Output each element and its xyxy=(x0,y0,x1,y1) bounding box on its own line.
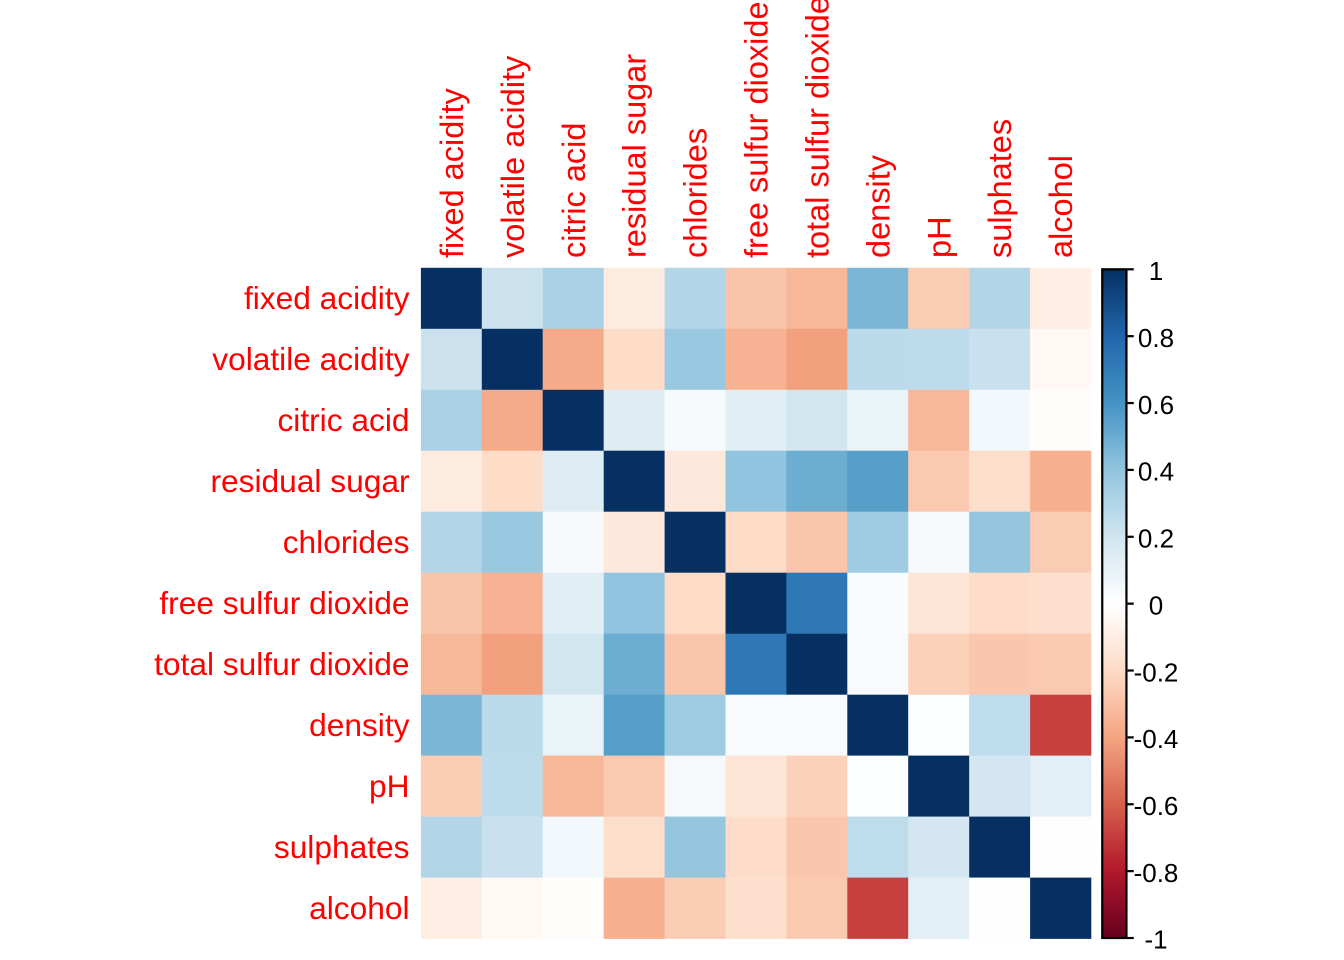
svg-text:1: 1 xyxy=(1149,256,1163,286)
svg-text:sulphates: sulphates xyxy=(274,829,410,865)
svg-text:0.4: 0.4 xyxy=(1138,457,1174,487)
svg-text:chlorides: chlorides xyxy=(283,524,410,560)
svg-text:pH: pH xyxy=(921,216,957,258)
svg-text:density: density xyxy=(309,707,410,743)
svg-text:0.6: 0.6 xyxy=(1138,390,1174,420)
svg-text:residual sugar: residual sugar xyxy=(210,463,409,499)
svg-text:-0.4: -0.4 xyxy=(1134,724,1179,754)
svg-text:-0.8: -0.8 xyxy=(1134,858,1179,888)
svg-text:citric acid: citric acid xyxy=(556,123,592,258)
svg-text:fixed acidity: fixed acidity xyxy=(244,280,410,316)
svg-text:free sulfur dioxide: free sulfur dioxide xyxy=(739,1,775,258)
svg-text:chlorides: chlorides xyxy=(678,128,714,258)
svg-text:-0.6: -0.6 xyxy=(1134,791,1179,821)
svg-text:0.8: 0.8 xyxy=(1138,323,1174,353)
svg-text:0: 0 xyxy=(1149,590,1163,620)
svg-text:volatile acidity: volatile acidity xyxy=(495,55,531,258)
svg-text:pH: pH xyxy=(369,768,410,804)
svg-text:density: density xyxy=(860,154,896,258)
svg-text:volatile acidity: volatile acidity xyxy=(212,341,409,377)
svg-text:total sulfur dioxide: total sulfur dioxide xyxy=(800,0,836,258)
svg-text:citric acid: citric acid xyxy=(277,402,409,438)
svg-text:-0.2: -0.2 xyxy=(1134,657,1179,687)
svg-text:free sulfur dioxide: free sulfur dioxide xyxy=(159,585,409,621)
svg-text:fixed acidity: fixed acidity xyxy=(434,87,470,258)
svg-text:total sulfur dioxide: total sulfur dioxide xyxy=(154,646,409,682)
svg-text:alcohol: alcohol xyxy=(1043,155,1079,258)
svg-text:0.2: 0.2 xyxy=(1138,524,1174,554)
svg-text:residual sugar: residual sugar xyxy=(617,54,653,258)
svg-text:alcohol: alcohol xyxy=(309,890,409,926)
svg-text:sulphates: sulphates xyxy=(982,119,1018,258)
svg-text:-1: -1 xyxy=(1144,925,1167,955)
